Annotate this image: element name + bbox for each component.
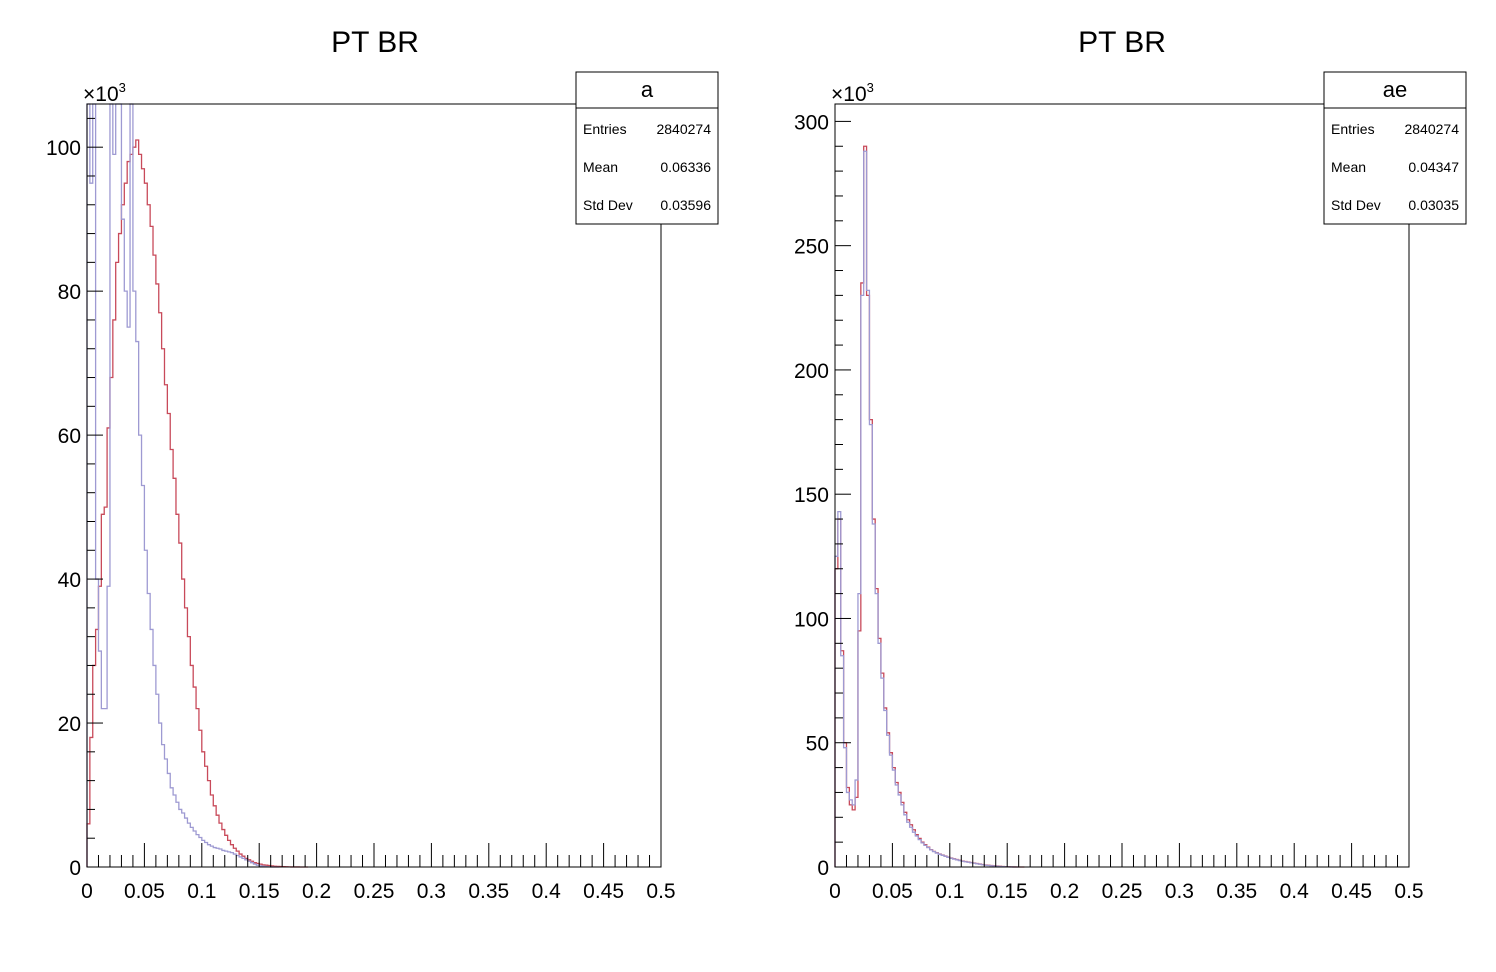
plot-frame [834, 103, 1410, 868]
stats-value: 0.03596 [660, 197, 711, 213]
x-tick-label: 0.4 [1280, 880, 1310, 903]
chart-title: PT BR [331, 26, 419, 59]
y-tick-label: 200 [794, 360, 829, 383]
x-tick-label: 0.2 [302, 880, 331, 903]
y-tick-label: 0 [69, 857, 81, 880]
y-axis-multiplier: ×103 [83, 80, 126, 106]
stats-label: Std Dev [583, 197, 633, 213]
y-tick-label: 0 [817, 857, 829, 880]
stats-value: 0.04347 [1408, 159, 1459, 175]
stats-box: ae Entries 2840274 Mean 0.04347 Std Dev 0.0303… [1323, 71, 1467, 225]
y-tick-label: 50 [806, 733, 829, 756]
x-tick-label: 0.35 [468, 880, 509, 903]
y-tick-label: 80 [58, 281, 81, 304]
y-tick-label: 20 [58, 713, 81, 736]
x-tick-label: 0 [81, 880, 93, 903]
x-tick-label: 0.1 [187, 880, 216, 903]
stats-value: 2840274 [656, 121, 711, 137]
x-tick-label: 0 [829, 880, 841, 903]
x-tick-label: 0.3 [1165, 880, 1194, 903]
stats-box-frame [575, 71, 719, 225]
x-tick-label: 0.25 [1102, 880, 1143, 903]
x-tick-label: 0.5 [1394, 880, 1423, 903]
plot-frame [86, 103, 662, 868]
stats-box-name: ae [1383, 77, 1407, 102]
y-axis-multiplier: ×103 [831, 80, 874, 106]
x-tick-label: 0.1 [935, 880, 964, 903]
y-tick-label: 300 [794, 111, 829, 134]
x-tick-label: 0.25 [354, 880, 395, 903]
x-tick-label: 0.2 [1050, 880, 1079, 903]
stats-value: 2840274 [1404, 121, 1459, 137]
x-tick-label: 0.05 [124, 880, 165, 903]
x-tick-label: 0.15 [987, 880, 1028, 903]
y-tick-label: 40 [58, 569, 81, 592]
x-tick-label: 0.35 [1216, 880, 1257, 903]
chart-title: PT BR [1078, 26, 1166, 59]
stats-label: Mean [583, 159, 618, 175]
y-tick-label: 60 [58, 425, 81, 448]
x-tick-label: 0.15 [239, 880, 280, 903]
stats-label: Entries [1331, 121, 1375, 137]
stats-label: Mean [1331, 159, 1366, 175]
stats-box-name: a [641, 77, 654, 102]
stats-value: 0.03035 [1408, 197, 1459, 213]
x-tick-label: 0.45 [583, 880, 624, 903]
stats-label: Entries [583, 121, 627, 137]
y-tick-label: 250 [794, 236, 829, 259]
stats-value: 0.06336 [660, 159, 711, 175]
histogram-series-blue [834, 150, 1019, 868]
x-tick-label: 0.5 [646, 880, 675, 903]
y-tick-label: 100 [794, 608, 829, 631]
stats-box-frame [1323, 71, 1467, 225]
histogram-panel-2: PT BR 0 0.05 0.1 0.15 0.2 0.25 0.3 0.35 0.4 0.45 0.… [794, 26, 1467, 903]
stats-box: a Entries 2840274 Mean 0.06336 Std Dev 0.03596 [575, 71, 719, 225]
stats-label: Std Dev [1331, 197, 1381, 213]
y-tick-label: 100 [46, 137, 81, 160]
x-tick-label: 0.05 [872, 880, 913, 903]
x-tick-label: 0.45 [1331, 880, 1372, 903]
histogram-panel-1: PT BR 0 0.05 0.1 0.15 0.2 0.25 0.3 0.35 0.4 0.45 0.… [46, 26, 719, 903]
y-tick-label: 150 [794, 484, 829, 507]
histogram-series-red [86, 139, 308, 868]
x-tick-label: 0.4 [532, 880, 562, 903]
histogram-series-blue [86, 103, 280, 868]
x-tick-label: 0.3 [417, 880, 446, 903]
